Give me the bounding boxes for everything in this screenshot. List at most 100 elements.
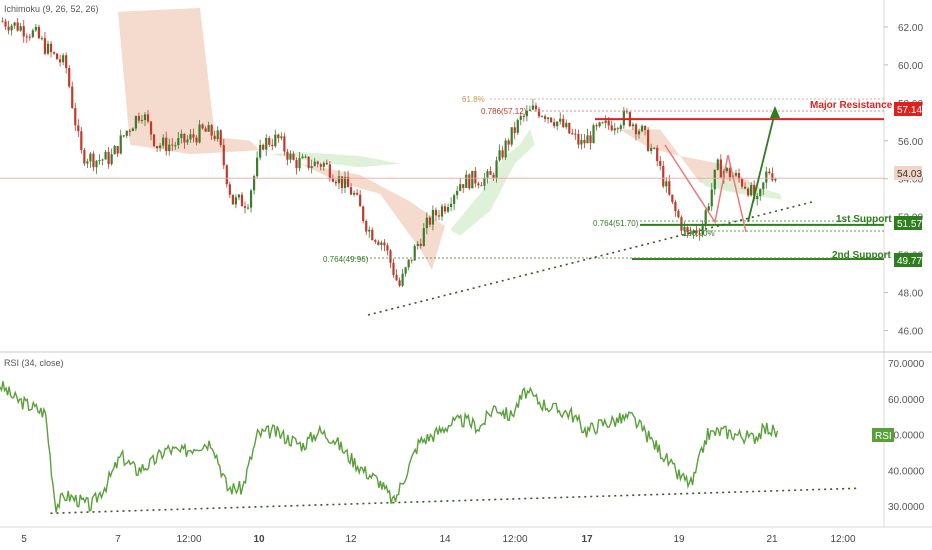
candle-body-233 <box>707 206 710 211</box>
price-y-tick-0: 62.00 <box>898 23 923 34</box>
candle-body-183 <box>556 121 559 127</box>
candle-body-39 <box>119 135 122 154</box>
candle-body-51 <box>155 146 159 148</box>
candle-body-44 <box>134 115 137 129</box>
candle-body-28 <box>86 161 89 164</box>
candle-body-8 <box>25 36 28 38</box>
candle-body-244 <box>740 179 744 187</box>
candle-body-205 <box>622 110 625 126</box>
rsi-line <box>0 381 779 513</box>
candle-body-218 <box>662 165 665 187</box>
candle-body-114 <box>346 176 350 188</box>
candle-body-229 <box>695 230 698 234</box>
candle-body-83 <box>252 176 256 191</box>
candle-body-63 <box>192 134 195 138</box>
candle-body-246 <box>747 188 750 196</box>
candle-body-13 <box>40 38 44 40</box>
x-tick-10: 12:00 <box>830 534 855 545</box>
candle-body-147 <box>446 206 450 212</box>
rsi-y-tick-0: 70.0000 <box>888 359 925 370</box>
candle-body-92 <box>280 136 283 139</box>
candle-body-26 <box>80 131 83 151</box>
candle-body-105 <box>319 164 322 167</box>
candle-body-186 <box>565 122 568 128</box>
candle-body-188 <box>571 133 574 135</box>
candle-body-20 <box>62 55 65 63</box>
candle-body-212 <box>643 125 647 130</box>
candle-body-125 <box>380 242 383 245</box>
candle-body-214 <box>650 147 653 152</box>
candle-body-96 <box>292 153 295 160</box>
candle-body-152 <box>462 184 465 188</box>
candle-body-160 <box>486 171 489 178</box>
candle-body-1 <box>4 21 7 27</box>
candle-body-181 <box>550 117 553 123</box>
candle-body-99 <box>301 156 304 159</box>
candle-body-70 <box>213 135 216 140</box>
candle-body-116 <box>353 192 356 195</box>
rsi-y-axis: 70.0000 60.0000 50.0000 40.0000 30.0000 <box>888 359 925 513</box>
candle-body-177 <box>537 109 541 117</box>
candle-body-34 <box>104 151 107 160</box>
candle-body-52 <box>159 145 162 148</box>
candle-body-159 <box>483 177 486 186</box>
candle-body-19 <box>59 59 62 63</box>
price-y-tick-7: 48.00 <box>898 289 923 300</box>
candle-body-185 <box>562 118 565 128</box>
candle-body-77 <box>234 197 238 205</box>
rsi-label[interactable]: RSI (34, close) <box>4 358 64 368</box>
candle-body-240 <box>728 167 732 178</box>
candle-body-48 <box>146 114 150 122</box>
candle-body-123 <box>374 240 377 242</box>
resistance-price-tag <box>894 102 922 116</box>
candle-body-74 <box>225 165 228 185</box>
candle-body-144 <box>437 215 441 217</box>
candle-body-158 <box>480 185 483 187</box>
candle-body-94 <box>286 151 289 160</box>
support2-price-tag <box>894 253 922 267</box>
candle-body-12 <box>37 26 40 39</box>
candle-body-129 <box>392 262 395 276</box>
x-tick-2: 12:00 <box>176 534 201 545</box>
candle-body-170 <box>516 119 519 133</box>
fib-100-label: 100.00% <box>683 229 715 238</box>
candle-body-243 <box>737 173 741 180</box>
x-tick-0: 5 <box>21 534 27 545</box>
candle-body-3 <box>10 25 13 31</box>
candle-body-174 <box>528 109 531 111</box>
candle-body-141 <box>428 217 431 225</box>
time-axis: 5 7 12:00 10 12 14 12:00 17 19 21 12:00 <box>21 534 856 545</box>
candle-body-118 <box>359 194 362 207</box>
candle-body-154 <box>468 174 471 189</box>
candle-body-121 <box>368 229 371 232</box>
rsi-series <box>0 381 859 515</box>
candle-body-143 <box>434 210 438 216</box>
resistance-price-label: 57.14 <box>897 105 922 116</box>
candle-body-62 <box>189 134 192 140</box>
candle-body-53 <box>162 137 165 146</box>
candle-body-93 <box>283 136 286 152</box>
rsi-badge-bg <box>872 428 894 442</box>
candle-body-103 <box>313 161 316 167</box>
candle-body-255 <box>774 178 777 181</box>
candle-body-245 <box>743 186 747 189</box>
candle-body-41 <box>125 130 128 136</box>
candle-body-182 <box>553 122 556 127</box>
rsi-badge: RSI <box>875 431 892 442</box>
candle-body-95 <box>289 153 292 160</box>
ichimoku-label[interactable]: Ichimoku (9, 26, 52, 26) <box>4 4 99 14</box>
candle-body-130 <box>395 275 398 281</box>
candle-body-139 <box>422 228 425 246</box>
fib-618-label: 61.8% <box>462 95 485 104</box>
candle-body-133 <box>404 267 407 274</box>
candle-body-208 <box>631 124 635 127</box>
candle-body-112 <box>340 176 344 188</box>
candlesticks <box>1 17 777 288</box>
candle-body-45 <box>137 115 141 121</box>
candle-body-9 <box>28 36 31 38</box>
candle-body-165 <box>501 150 504 158</box>
candle-body-54 <box>165 137 168 152</box>
candle-body-101 <box>307 156 310 168</box>
candle-body-47 <box>143 114 147 120</box>
candle-body-137 <box>416 243 419 246</box>
